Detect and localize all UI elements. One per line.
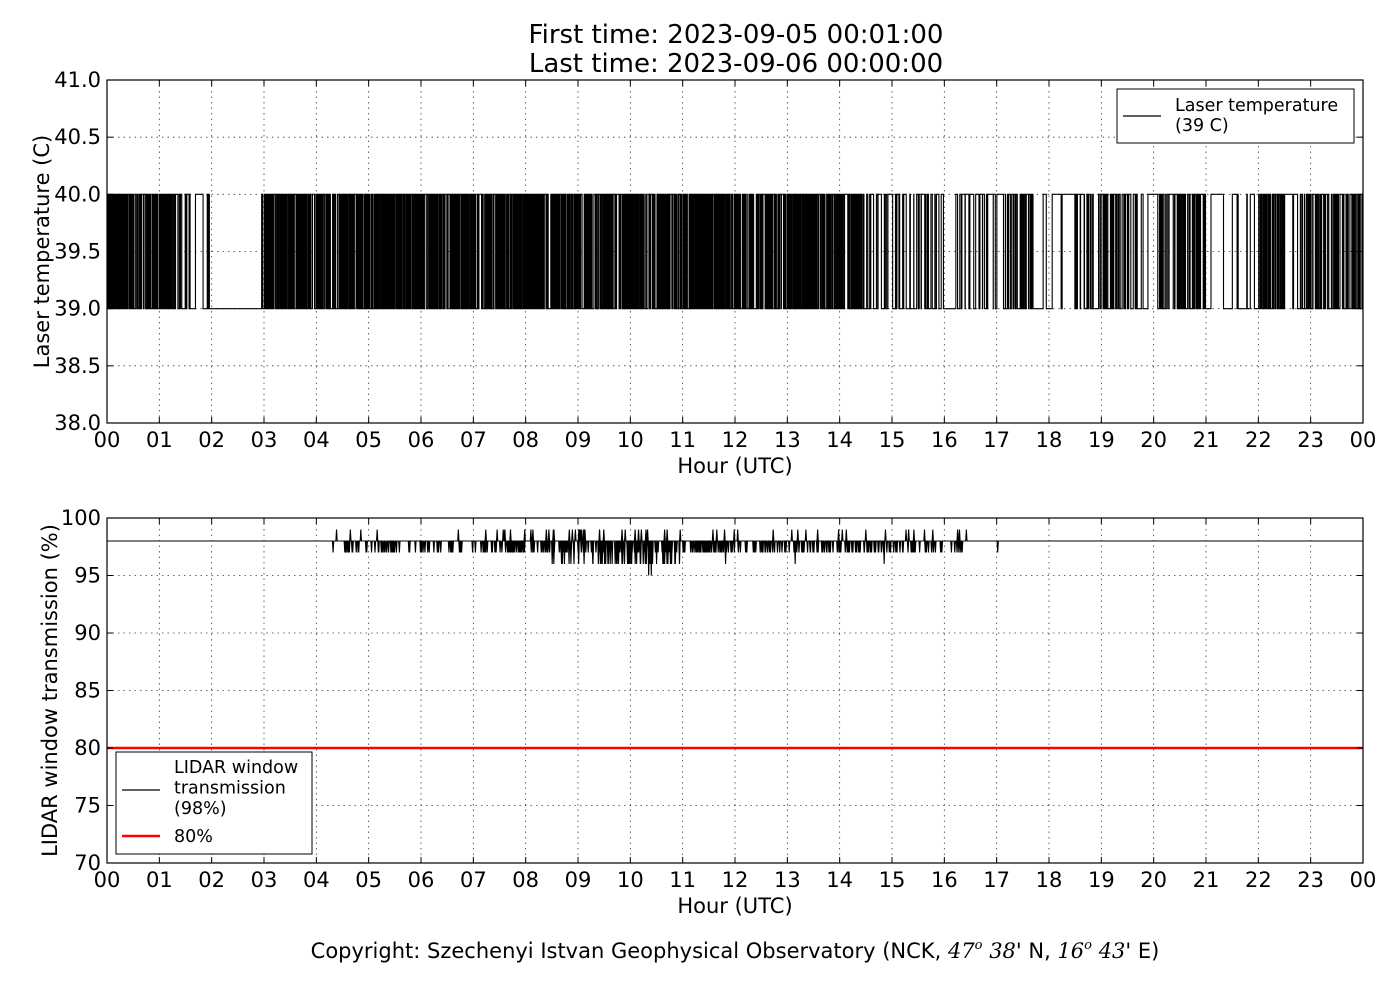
copyright-footer: Copyright: Szechenyi Istvan Geophysical … [311,938,1160,963]
x-tick-label: 19 [1088,868,1115,892]
x-tick-label: 15 [879,428,906,452]
x-tick-label: 00 [94,868,121,892]
x-tick-label: 21 [1193,868,1220,892]
lidar-transmission-chart: 00 01 02 03 04 05 06 07 08 09 10 11 12 13 14 15 16 17 18 19… [38,506,1376,918]
lidar-transmission-plot [107,529,1363,750]
x-tick-label: 04 [303,428,330,452]
lidar-transmission-line [107,529,1363,576]
x-tick-label: 18 [1036,428,1063,452]
x-tick-label: 02 [198,868,225,892]
legend-label: 80% [174,827,213,847]
y-tick-label: 90 [74,621,101,645]
laser-temperature-plot [106,193,1364,310]
x-tick-label: 03 [251,428,278,452]
x-tick-label: 22 [1245,868,1272,892]
laser-temperature-line [106,193,1364,310]
x-tick-label: 03 [251,868,278,892]
laser-temperature-xlabel: Hour (UTC) [677,454,792,478]
y-tick-label: 100 [61,506,101,530]
laser-temperature-ylabel: Laser temperature (C) [30,135,54,368]
x-tick-label: 16 [931,428,958,452]
x-tick-label: 04 [303,868,330,892]
x-tick-label: 00 [1350,868,1377,892]
x-tick-label: 07 [460,428,487,452]
x-tick-label: 00 [1350,428,1377,452]
x-tick-label: 08 [512,428,539,452]
title-line-1: First time: 2023-09-05 00:01:00 [529,20,944,50]
x-tick-label: 22 [1245,428,1272,452]
y-tick-label: 38.5 [54,354,101,378]
y-tick-label: 40.0 [54,182,101,206]
x-tick-label: 14 [826,428,853,452]
x-tick-label: 18 [1036,868,1063,892]
x-tick-label: 07 [460,868,487,892]
x-tick-label: 01 [146,428,173,452]
legend-label: LIDAR window transmission (98%) [174,758,298,819]
y-tick-label: 39.5 [54,240,101,264]
x-tick-label: 13 [774,428,801,452]
x-tick-label: 12 [722,428,749,452]
x-tick-label: 23 [1297,428,1324,452]
x-tick-label: 09 [565,868,592,892]
y-tick-label: 80 [74,736,101,760]
lidar-transmission-ylabel: LIDAR window transmission (%) [38,524,62,857]
x-tick-label: 11 [669,868,696,892]
y-tick-label: 38.0 [54,411,101,435]
y-tick-label: 75 [74,794,101,818]
x-tick-label: 09 [565,428,592,452]
y-tick-label: 40.5 [54,125,101,149]
x-tick-label: 05 [355,428,382,452]
x-tick-label: 05 [355,868,382,892]
laser-temperature-ticks: 00 01 02 03 04 05 06 07 08 09 10 11 12 13 14 15 16 17 18 19… [54,68,1376,452]
y-tick-label: 39.0 [54,297,101,321]
x-tick-label: 11 [669,428,696,452]
x-tick-label: 17 [983,868,1010,892]
x-tick-label: 01 [146,868,173,892]
x-tick-label: 13 [774,868,801,892]
x-tick-label: 19 [1088,428,1115,452]
title-line-2: Last time: 2023-09-06 00:00:00 [529,49,943,79]
x-tick-label: 12 [722,868,749,892]
x-tick-label: 16 [931,868,958,892]
lidar-transmission-xlabel: Hour (UTC) [677,894,792,918]
laser-temperature-chart: 00 01 02 03 04 05 06 07 08 09 10 11 12 13 14 15 16 17 18 19… [30,68,1376,478]
x-tick-label: 10 [617,868,644,892]
lidar-transmission-legend: LIDAR window transmission (98%) 80% [115,751,313,855]
x-tick-label: 06 [408,868,435,892]
y-tick-label: 70 [74,851,101,875]
x-tick-label: 15 [879,868,906,892]
x-tick-label: 06 [408,428,435,452]
x-tick-label: 08 [512,868,539,892]
lidar-transmission-ticks: 00 01 02 03 04 05 06 07 08 09 10 11 12 13 14 15 16 17 18 19… [61,506,1376,892]
x-tick-label: 21 [1193,428,1220,452]
x-tick-label: 17 [983,428,1010,452]
x-tick-label: 02 [198,428,225,452]
y-tick-label: 85 [74,679,101,703]
laser-temperature-legend: Laser temperature (39 C) [1116,88,1355,144]
x-tick-label: 10 [617,428,644,452]
y-tick-label: 41.0 [54,68,101,92]
x-tick-label: 14 [826,868,853,892]
x-tick-label: 00 [94,428,121,452]
x-tick-label: 23 [1297,868,1324,892]
x-tick-label: 20 [1140,868,1167,892]
x-tick-label: 20 [1140,428,1167,452]
y-tick-label: 95 [74,564,101,588]
legend-label: Laser temperature (39 C) [1175,96,1338,136]
